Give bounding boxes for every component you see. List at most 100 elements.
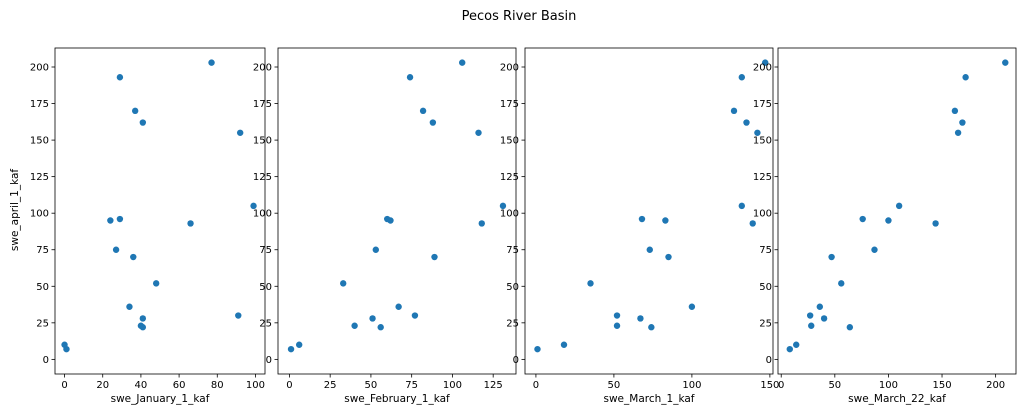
data-point — [665, 253, 672, 261]
data-point — [816, 303, 824, 310]
x-axis-label: swe_March_1_kaf — [604, 393, 695, 405]
y-tick-label: 75 — [759, 245, 772, 256]
data-point — [411, 312, 419, 319]
x-tick-label: 100 — [879, 380, 898, 391]
data-point — [859, 215, 866, 223]
data-point — [351, 322, 358, 329]
data-point — [406, 74, 414, 81]
data-point — [139, 315, 147, 322]
data-point — [895, 202, 903, 210]
data-point — [587, 280, 594, 287]
data-point — [871, 246, 878, 253]
y-tick-label: 150 — [500, 136, 519, 147]
y-tick-label: 100 — [253, 209, 272, 220]
data-point — [885, 217, 892, 224]
y-tick-label: 50 — [506, 282, 519, 293]
data-point — [838, 280, 845, 287]
data-point — [130, 253, 137, 261]
data-point — [208, 59, 215, 66]
y-tick-label: 100 — [30, 209, 49, 220]
data-point — [384, 215, 391, 223]
y-tick-label: 0 — [766, 355, 772, 366]
data-point — [560, 341, 568, 348]
data-point — [646, 246, 653, 253]
y-tick-label: 0 — [513, 355, 519, 366]
y-tick-label: 200 — [500, 63, 519, 74]
y-tick-label: 0 — [43, 355, 49, 366]
x-tick-label: 60 — [173, 380, 186, 391]
data-point — [743, 119, 750, 126]
panels: 0 25 50 75 100 125 150 175 200 0 20 40 60 80 100 swe_Ja… — [30, 47, 1017, 405]
data-point — [131, 107, 139, 115]
data-point — [762, 59, 769, 66]
data-point — [287, 345, 295, 353]
data-point — [478, 220, 485, 227]
data-point — [638, 215, 646, 223]
data-point — [738, 74, 746, 81]
y-tick-label: 125 — [253, 172, 272, 183]
y-tick-label: 75 — [259, 245, 272, 256]
data-point — [372, 246, 380, 253]
data-point — [107, 217, 114, 224]
data-point — [932, 220, 939, 227]
y-tick-label: 50 — [759, 282, 772, 293]
y-tick-label: 100 — [500, 209, 519, 220]
x-tick-label: 150 — [932, 380, 951, 391]
x-tick-label: 50 — [365, 380, 378, 391]
x-tick-label: 100 — [443, 380, 462, 391]
data-point — [688, 303, 696, 310]
data-point — [369, 315, 376, 322]
data-point — [846, 324, 854, 331]
x-tick-label: 20 — [96, 380, 109, 391]
data-point — [637, 315, 644, 322]
data-point — [395, 303, 402, 310]
plot-frame — [777, 47, 1017, 375]
data-point — [139, 119, 147, 126]
y-tick-label: 125 — [753, 172, 772, 183]
y-tick-label: 125 — [500, 172, 519, 183]
y-tick-label: 200 — [753, 63, 772, 74]
data-point — [954, 129, 962, 136]
data-point — [137, 322, 145, 329]
y-tick-label: 100 — [753, 209, 772, 220]
data-point — [808, 322, 815, 329]
x-axis-label: swe_February_1_kaf — [344, 393, 450, 405]
data-point — [475, 129, 482, 136]
panel-1: 0 25 50 75 100 125 150 175 200 0 20 40 60 80 100 swe_Ja… — [30, 47, 266, 405]
x-tick-label: 100 — [246, 380, 265, 391]
data-point — [793, 341, 800, 348]
data-point — [116, 215, 124, 223]
data-point — [749, 220, 756, 227]
panel-4: 0 25 50 75 100 125 150 175 200 0 50 100 150 200 swe_Ma… — [753, 47, 1017, 405]
y-tick-label: 200 — [253, 63, 272, 74]
x-tick-label: 75 — [405, 380, 418, 391]
data-point — [1002, 59, 1009, 66]
data-point — [235, 312, 242, 319]
data-point — [295, 341, 303, 348]
y-tick-label: 175 — [253, 99, 272, 110]
y-tick-label: 25 — [506, 318, 519, 329]
data-point — [61, 341, 68, 348]
data-point — [828, 253, 835, 261]
panel-3: 0 25 50 75 100 125 150 175 200 0 50 100 150 swe_March… — [500, 47, 779, 405]
data-point — [959, 119, 966, 126]
y-axis-label: swe_april_1_kaf — [9, 169, 21, 252]
data-point — [377, 324, 384, 331]
x-tick-label: 25 — [324, 380, 337, 391]
x-tick-label: 0 — [61, 380, 67, 391]
y-tick-label: 50 — [36, 282, 49, 293]
data-point — [431, 253, 438, 261]
x-tick-label: 40 — [135, 380, 148, 391]
plot-frame — [524, 47, 774, 375]
data-point — [806, 312, 814, 319]
data-point — [419, 107, 427, 115]
x-axis-label: swe_January_1_kaf — [111, 393, 210, 405]
data-point — [820, 315, 828, 322]
y-tick-label: 150 — [753, 136, 772, 147]
y-tick-label: 25 — [36, 318, 49, 329]
data-point — [951, 107, 959, 115]
data-point — [112, 246, 120, 253]
x-tick-label: 0 — [533, 380, 539, 391]
data-point — [429, 119, 437, 126]
